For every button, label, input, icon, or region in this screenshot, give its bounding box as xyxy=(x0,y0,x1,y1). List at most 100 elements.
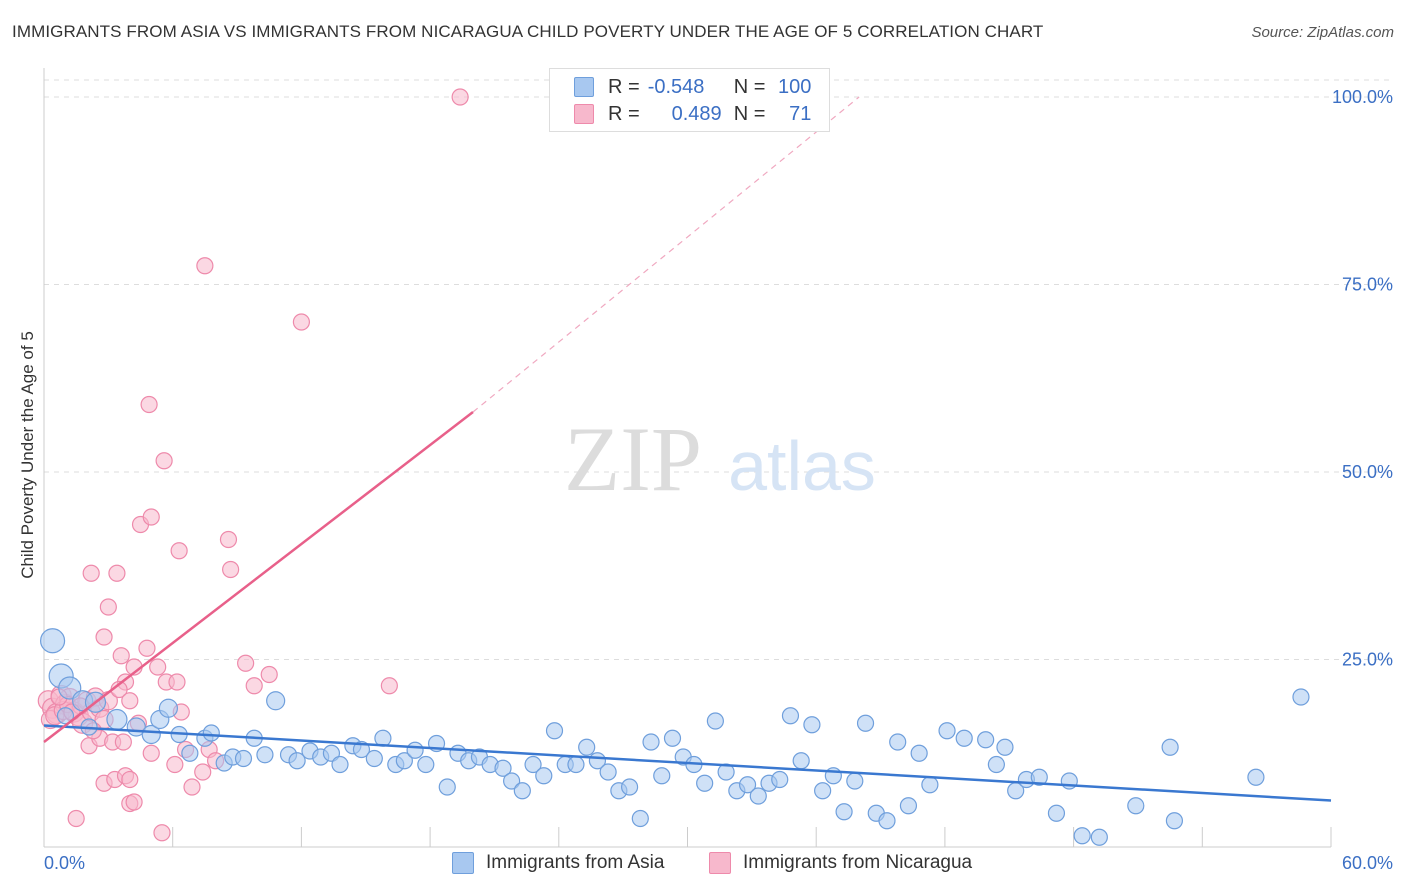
nicaragua-point xyxy=(451,88,469,106)
asia-point xyxy=(1073,827,1091,845)
nicaragua-point xyxy=(237,654,255,672)
asia-swatch xyxy=(574,77,594,97)
asia-point xyxy=(503,772,521,790)
asia-point xyxy=(696,774,714,792)
asia-point xyxy=(899,797,918,815)
asia-point xyxy=(620,778,639,796)
asia-point xyxy=(1030,768,1048,786)
asia-point xyxy=(1090,828,1108,846)
asia-point xyxy=(202,724,220,742)
asia-point xyxy=(288,752,306,770)
asia-point xyxy=(771,770,789,789)
nicaragua-point xyxy=(155,452,173,470)
chart-title: IMMIGRANTS FROM ASIA VS IMMIGRANTS FROM … xyxy=(12,22,1044,41)
asia-r-value: -0.548 xyxy=(647,75,705,98)
legend-nicaragua-label: Immigrants from Nicaragua xyxy=(743,852,973,873)
nicaragua-point xyxy=(170,542,188,560)
nicaragua-trend-line xyxy=(43,411,474,743)
asia-point xyxy=(106,708,128,731)
asia-point xyxy=(738,776,757,794)
legend-row-asia: R = -0.548 N = 100 xyxy=(574,74,811,100)
watermark-atlas: atlas xyxy=(728,427,876,505)
asia-point xyxy=(955,729,973,747)
nicaragua-point xyxy=(82,564,100,582)
series-legend: Immigrants from Asia Immigrants from Nic… xyxy=(0,852,1406,878)
asia-point xyxy=(524,755,542,774)
y-tick-label: 100.0% xyxy=(1332,87,1393,107)
asia-point xyxy=(835,803,853,821)
x-tick-label: 60.0% xyxy=(1342,853,1393,873)
nicaragua-point xyxy=(121,692,139,710)
watermark: ZIP atlas xyxy=(564,408,876,510)
nicaragua-point xyxy=(196,257,214,275)
asia-point xyxy=(781,707,800,725)
nicaragua-point xyxy=(138,639,156,657)
asia-point xyxy=(846,772,864,790)
asia-point xyxy=(234,749,253,768)
asia-point xyxy=(803,716,821,734)
y-axis-label: Child Poverty Under the Age of 5 xyxy=(18,331,37,579)
asia-point xyxy=(996,738,1014,756)
nicaragua-point xyxy=(245,677,263,695)
nicaragua-r-label: R = xyxy=(608,102,640,125)
nicaragua-point xyxy=(380,677,398,695)
asia-point xyxy=(56,707,75,725)
y-tick-label: 25.0% xyxy=(1342,650,1393,670)
asia-point xyxy=(406,741,424,759)
nicaragua-n-label: N = xyxy=(733,102,766,125)
asia-point xyxy=(535,767,553,785)
asia-point xyxy=(1165,812,1184,830)
asia-point xyxy=(395,752,413,770)
nicaragua-point xyxy=(114,733,132,751)
asia-point xyxy=(921,776,939,794)
nicaragua-point xyxy=(260,665,278,684)
asia-point xyxy=(653,767,671,785)
asia-point xyxy=(878,812,896,830)
asia-point xyxy=(1127,797,1145,815)
nicaragua-point xyxy=(112,647,130,665)
legend-item-nicaragua: Immigrants from Nicaragua xyxy=(709,852,972,874)
asia-point xyxy=(856,714,875,732)
asia-point xyxy=(1047,804,1066,822)
y-tick-label: 50.0% xyxy=(1342,462,1393,482)
asia-point xyxy=(417,755,435,774)
nicaragua-point xyxy=(108,564,126,582)
asia-point xyxy=(578,738,596,756)
correlation-legend: R = -0.548 N = 100 R = 0.489 N = 71 xyxy=(549,68,830,132)
nicaragua-point xyxy=(222,560,240,579)
asia-point xyxy=(545,722,564,740)
asia-point xyxy=(567,755,585,774)
asia-point xyxy=(599,763,617,781)
asia-point xyxy=(266,691,286,711)
asia-point xyxy=(706,712,724,730)
source-label: Source: ZipAtlas.com xyxy=(1251,24,1394,41)
nicaragua-trend-extension xyxy=(472,96,860,413)
legend-item-asia: Immigrants from Asia xyxy=(452,852,664,874)
asia-point xyxy=(910,744,928,762)
nicaragua-point xyxy=(67,809,85,828)
grid-lines xyxy=(44,79,1392,660)
nicaragua-point xyxy=(183,778,201,796)
nicaragua-point xyxy=(125,793,143,811)
asia-point xyxy=(352,740,371,759)
asia-point xyxy=(181,744,199,762)
asia-point xyxy=(1292,688,1310,706)
asia-point xyxy=(331,755,349,774)
asia-point xyxy=(889,733,907,751)
nicaragua-point xyxy=(153,824,171,842)
tick-labels: 100.0% 75.0% 50.0% 25.0% 0.0% 60.0% xyxy=(44,87,1393,873)
nicaragua-swatch xyxy=(574,104,594,124)
nicaragua-point xyxy=(194,763,212,781)
nicaragua-n-value: 71 xyxy=(789,102,812,125)
y-tick-label: 75.0% xyxy=(1342,275,1393,295)
asia-point xyxy=(1247,768,1265,786)
nicaragua-point xyxy=(142,508,160,526)
asia-point xyxy=(663,729,682,747)
nicaragua-point xyxy=(292,313,310,331)
asia-point xyxy=(987,755,1005,774)
asia-point xyxy=(749,787,767,805)
nicaragua-point xyxy=(166,755,184,774)
asia-point xyxy=(438,778,456,796)
asia-point xyxy=(814,782,832,800)
